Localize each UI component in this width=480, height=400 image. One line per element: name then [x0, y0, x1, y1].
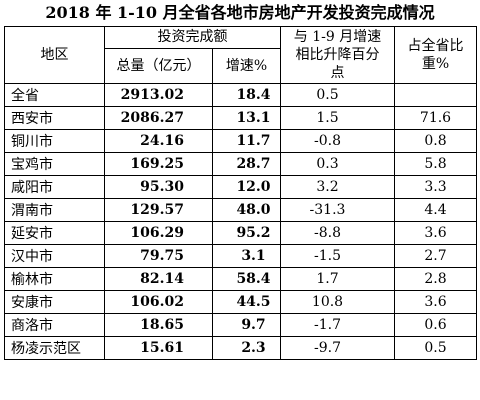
table-row: 宝鸡市 169.25 28.7 0.3 5.8	[4, 152, 477, 176]
table-row: 全省 2913.02 18.4 0.5	[4, 83, 477, 107]
cell-total: 169.25	[104, 152, 213, 176]
cell-growth: 44.5	[212, 290, 281, 314]
cell-share: 3.6	[394, 221, 477, 245]
cell-growth: 2.3	[212, 336, 281, 360]
cell-share: 5.8	[394, 152, 477, 176]
cell-change: -9.7	[280, 336, 395, 360]
cell-share: 0.5	[394, 336, 477, 360]
cell-growth: 3.1	[212, 244, 281, 268]
header-change: 与 1-9 月增速相比升降百分点	[280, 26, 395, 84]
cell-change: 1.5	[280, 106, 395, 130]
cell-total: 15.61	[104, 336, 213, 360]
cell-total: 79.75	[104, 244, 213, 268]
cell-share: 2.7	[394, 244, 477, 268]
table-row: 渭南市 129.57 48.0 -31.3 4.4	[4, 198, 477, 222]
cell-region: 商洛市	[4, 313, 105, 337]
cell-region: 咸阳市	[4, 175, 105, 199]
cell-share: 3.3	[394, 175, 477, 199]
table-row: 铜川市 24.16 11.7 -0.8 0.8	[4, 129, 477, 153]
header-share: 占全省比重%	[394, 26, 477, 84]
cell-region: 安康市	[4, 290, 105, 314]
cell-growth: 48.0	[212, 198, 281, 222]
table-row: 杨凌示范区 15.61 2.3 -9.7 0.5	[4, 336, 477, 360]
table-row: 商洛市 18.65 9.7 -1.7 0.6	[4, 313, 477, 337]
cell-change: 0.3	[280, 152, 395, 176]
investment-table: 地区 投资完成额 与 1-9 月增速相比升降百分点 占全省比重% 总量（亿元） …	[4, 26, 477, 360]
cell-total: 95.30	[104, 175, 213, 199]
table-row: 延安市 106.29 95.2 -8.8 3.6	[4, 221, 477, 245]
header-investment: 投资完成额	[104, 26, 281, 49]
cell-growth: 12.0	[212, 175, 281, 199]
cell-region: 榆林市	[4, 267, 105, 291]
cell-region: 宝鸡市	[4, 152, 105, 176]
cell-total: 24.16	[104, 129, 213, 153]
cell-growth: 28.7	[212, 152, 281, 176]
cell-region: 铜川市	[4, 129, 105, 153]
table-row: 汉中市 79.75 3.1 -1.5 2.7	[4, 244, 477, 268]
header-total: 总量（亿元）	[104, 48, 213, 84]
table-row: 西安市 2086.27 13.1 1.5 71.6	[4, 106, 477, 130]
cell-growth: 58.4	[212, 267, 281, 291]
cell-region: 汉中市	[4, 244, 105, 268]
cell-share: 0.8	[394, 129, 477, 153]
cell-total: 18.65	[104, 313, 213, 337]
table-row: 咸阳市 95.30 12.0 3.2 3.3	[4, 175, 477, 199]
cell-total: 106.29	[104, 221, 213, 245]
table-title: 2018 年 1-10 月全省各地市房地产开发投资完成情况	[45, 3, 435, 22]
cell-region: 全省	[4, 83, 105, 107]
header-change-label: 与 1-9 月增速相比升降百分点	[293, 29, 382, 81]
cell-growth: 95.2	[212, 221, 281, 245]
cell-change: 1.7	[280, 267, 395, 291]
cell-change: -8.8	[280, 221, 395, 245]
cell-share	[394, 83, 477, 107]
header-share-label: 占全省比重%	[407, 38, 464, 72]
cell-change: 0.5	[280, 83, 395, 107]
table-row: 榆林市 82.14 58.4 1.7 2.8	[4, 267, 477, 291]
cell-growth: 11.7	[212, 129, 281, 153]
cell-change: -1.7	[280, 313, 395, 337]
cell-change: 10.8	[280, 290, 395, 314]
cell-share: 0.6	[394, 313, 477, 337]
cell-share: 4.4	[394, 198, 477, 222]
cell-share: 3.6	[394, 290, 477, 314]
cell-region: 渭南市	[4, 198, 105, 222]
cell-change: -31.3	[280, 198, 395, 222]
cell-region: 延安市	[4, 221, 105, 245]
cell-total: 106.02	[104, 290, 213, 314]
table-row: 安康市 106.02 44.5 10.8 3.6	[4, 290, 477, 314]
cell-region: 西安市	[4, 106, 105, 130]
cell-growth: 13.1	[212, 106, 281, 130]
cell-change: -1.5	[280, 244, 395, 268]
cell-change: 3.2	[280, 175, 395, 199]
cell-total: 2086.27	[104, 106, 213, 130]
cell-growth: 18.4	[212, 83, 281, 107]
cell-share: 71.6	[394, 106, 477, 130]
header-region: 地区	[4, 26, 105, 84]
cell-total: 82.14	[104, 267, 213, 291]
cell-total: 129.57	[104, 198, 213, 222]
cell-total: 2913.02	[104, 83, 213, 107]
cell-share: 2.8	[394, 267, 477, 291]
cell-region: 杨凌示范区	[4, 336, 105, 360]
header-growth: 增速%	[212, 48, 281, 84]
cell-growth: 9.7	[212, 313, 281, 337]
cell-change: -0.8	[280, 129, 395, 153]
